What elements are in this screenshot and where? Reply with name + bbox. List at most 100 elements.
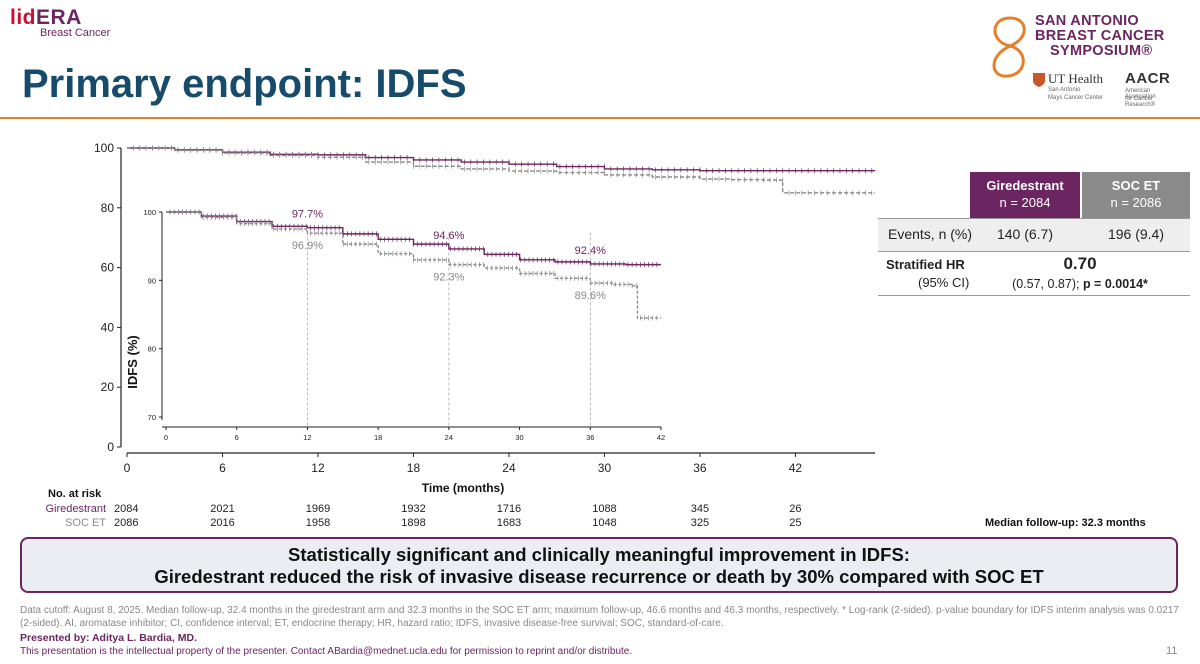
stats-hr-label: Stratified HR bbox=[886, 257, 965, 272]
stats-p-value: p = 0.0014* bbox=[1082, 277, 1148, 291]
at-risk-value: 2016 bbox=[210, 517, 234, 529]
main-x-tick-label: 0 bbox=[124, 461, 131, 475]
symposium-ribbon-icon bbox=[992, 16, 1026, 78]
ut-health-sub-2: Mays Cancer Center bbox=[1048, 95, 1104, 101]
main-y-tick-label: 60 bbox=[101, 261, 115, 275]
at-risk-table: Giredestrant 2084 2021 1969 1932 1716 1088 345 2… bbox=[45, 503, 801, 529]
stats-col-giredestrant: Giredestrant n = 2084 bbox=[970, 172, 1080, 218]
footnote: Data cutoff: August 8, 2025. Median foll… bbox=[20, 605, 1179, 629]
brand-subtitle: Breast Cancer bbox=[40, 27, 111, 39]
stats-hr-value: 0.70 bbox=[1063, 254, 1097, 273]
at-risk-value: 325 bbox=[691, 517, 709, 529]
at-risk-value: 1932 bbox=[401, 503, 425, 515]
stats-bottom-rule bbox=[878, 295, 1190, 296]
page-number: 11 bbox=[1166, 645, 1178, 657]
inset-x-tick-label: 6 bbox=[235, 433, 239, 442]
inset-annotation-label: 89.6% bbox=[575, 290, 606, 302]
ut-health-shield-icon bbox=[1033, 73, 1045, 87]
main-x-tick-label: 18 bbox=[407, 461, 421, 475]
aacr-sub-1: American Association bbox=[1125, 88, 1156, 100]
at-risk-value: 26 bbox=[789, 503, 801, 515]
main-x-tick-label: 24 bbox=[502, 461, 516, 475]
at-risk-value: 1088 bbox=[592, 503, 616, 515]
inset-annotation-label: 92.3% bbox=[433, 272, 464, 284]
stats-events-giredestrant: 140 (6.7) bbox=[996, 226, 1054, 242]
symposium-logo: SAN ANTONIO BREAST CANCER SYMPOSIUM® UT … bbox=[980, 10, 1180, 120]
main-y-tick-label: 80 bbox=[101, 201, 115, 215]
main-x-tick-label: 30 bbox=[598, 461, 612, 475]
presented-by: Presented by: Aditya L. Bardia, MD. bbox=[20, 632, 197, 644]
inset-y-tick-label: 80 bbox=[148, 345, 156, 354]
ut-health-name: UT Health bbox=[1048, 71, 1103, 86]
inset-x-tick-label: 12 bbox=[303, 433, 311, 442]
aacr-logo: AACR bbox=[1125, 70, 1171, 87]
inset-background bbox=[160, 204, 667, 431]
brand-logo-left: lid bbox=[10, 6, 36, 29]
x-axis-label: Time (months) bbox=[422, 481, 504, 495]
at-risk-value: 25 bbox=[789, 517, 801, 529]
stats-col-giredestrant-n: n = 2084 bbox=[999, 195, 1051, 210]
at-risk-value: 2086 bbox=[114, 517, 138, 529]
summary-line-2: Giredestrant reduced the risk of invasiv… bbox=[154, 566, 1044, 587]
aacr-sub-2: for Cancer Research® bbox=[1125, 96, 1156, 108]
page-title: Primary endpoint: IDFS bbox=[22, 62, 467, 106]
brand-logo-right: ERA bbox=[36, 6, 82, 29]
at-risk-value: 2084 bbox=[114, 503, 138, 515]
inset-series-line-soc-et bbox=[166, 211, 661, 319]
header-divider bbox=[0, 117, 1200, 119]
at-risk-value: 1898 bbox=[401, 517, 425, 529]
y-axis-label: IDFS (%) bbox=[125, 335, 140, 388]
main-y-tick-label: 100 bbox=[94, 141, 114, 155]
summary-box: Statistically significant and clinically… bbox=[20, 537, 1178, 593]
inset-x-tick-label: 36 bbox=[586, 433, 594, 442]
main-x-tick-label: 6 bbox=[219, 461, 226, 475]
stats-col-soc-name: SOC ET bbox=[1111, 178, 1161, 193]
main-x-tick-label: 36 bbox=[693, 461, 707, 475]
stats-hr-ci-p: (0.57, 0.87); p = 0.0014* bbox=[970, 277, 1190, 291]
stats-ci-label: (95% CI) bbox=[918, 275, 970, 290]
inset-x-tick-label: 18 bbox=[374, 433, 382, 442]
stats-col-soc-n: n = 2086 bbox=[1110, 195, 1162, 210]
at-risk-value: 1683 bbox=[497, 517, 521, 529]
main-y-tick-label: 20 bbox=[101, 380, 115, 394]
main-x-tick-label: 42 bbox=[789, 461, 803, 475]
inset-annotation-label: 96.9% bbox=[292, 240, 323, 252]
main-y-tick-label: 40 bbox=[101, 320, 115, 334]
inset-y-tick-label: 70 bbox=[148, 413, 156, 422]
at-risk-value: 345 bbox=[691, 503, 709, 515]
main-series-line-giredestrant bbox=[127, 147, 875, 172]
inset-annotation-label: 97.7% bbox=[292, 209, 323, 221]
inset-x-tick-label: 30 bbox=[515, 433, 523, 442]
inset-x-tick-label: 24 bbox=[445, 433, 453, 442]
inset-x-tick-label: 0 bbox=[164, 433, 168, 442]
inset-y-tick-label: 90 bbox=[148, 276, 156, 285]
main-curves bbox=[127, 145, 875, 196]
ut-health-sub-1: San Antonio bbox=[1048, 87, 1081, 93]
symposium-line-2: BREAST CANCER bbox=[1035, 28, 1165, 44]
inset-annotation-label: 92.4% bbox=[575, 245, 606, 257]
stats-col-soc: SOC ET n = 2086 bbox=[1082, 172, 1190, 218]
at-risk-title: No. at risk bbox=[48, 488, 102, 500]
at-risk-row-label: SOC ET bbox=[65, 517, 106, 529]
stats-events-row bbox=[878, 218, 1190, 252]
idfs-km-chart: 0 20 40 60 80 100 0 6 12 18 24 30 36 42 70 80 90 100 0 6 12… bbox=[45, 141, 875, 529]
at-risk-value: 1969 bbox=[306, 503, 330, 515]
at-risk-row-label: Giredestrant bbox=[45, 503, 106, 515]
main-y-tick-label: 0 bbox=[107, 440, 114, 454]
symposium-line-1: SAN ANTONIO bbox=[1035, 13, 1139, 29]
stats-events-soc: 196 (9.4) bbox=[1107, 226, 1165, 242]
brand-logo: lidERA bbox=[10, 6, 82, 30]
inset-y-tick-label: 100 bbox=[143, 208, 156, 217]
ip-notice: This presentation is the intellectual pr… bbox=[20, 646, 633, 657]
inset-x-tick-label: 42 bbox=[657, 433, 665, 442]
inset-chart: 70 80 90 100 0 6 12 18 24 30 36 42 97.7% 96.9% 94.6% 92… bbox=[143, 204, 667, 442]
inset-annotation-label: 94.6% bbox=[433, 230, 464, 242]
stats-hr-ci: (0.57, 0.87); bbox=[1012, 277, 1083, 291]
stats-col-giredestrant-name: Giredestrant bbox=[986, 178, 1064, 193]
at-risk-value: 1958 bbox=[306, 517, 330, 529]
at-risk-value: 1048 bbox=[592, 517, 616, 529]
median-followup: Median follow-up: 32.3 months bbox=[985, 517, 1146, 529]
at-risk-value: 1716 bbox=[497, 503, 521, 515]
main-x-tick-label: 12 bbox=[311, 461, 325, 475]
